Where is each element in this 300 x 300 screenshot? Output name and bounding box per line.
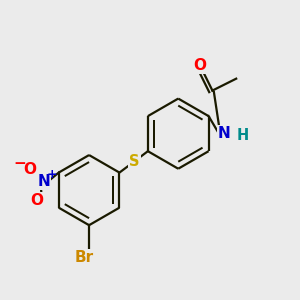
Text: S: S <box>129 154 140 169</box>
Text: +: + <box>46 168 57 181</box>
Text: O: O <box>23 162 36 177</box>
Text: −: − <box>14 156 26 171</box>
Text: O: O <box>194 58 206 73</box>
Text: Br: Br <box>75 250 94 265</box>
Text: H: H <box>237 128 249 142</box>
Text: N: N <box>218 126 231 141</box>
Text: O: O <box>30 193 43 208</box>
Text: N: N <box>37 174 50 189</box>
